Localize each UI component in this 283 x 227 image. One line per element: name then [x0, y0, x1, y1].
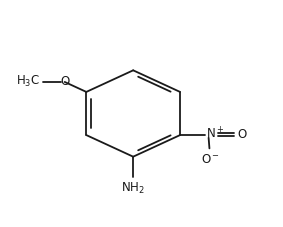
Text: O: O [237, 128, 246, 141]
Text: H$_3$C: H$_3$C [16, 74, 40, 89]
Text: O: O [60, 75, 69, 89]
Text: NH$_2$: NH$_2$ [121, 181, 145, 196]
Text: O$^-$: O$^-$ [201, 153, 220, 166]
Text: N$^+$: N$^+$ [206, 127, 225, 142]
